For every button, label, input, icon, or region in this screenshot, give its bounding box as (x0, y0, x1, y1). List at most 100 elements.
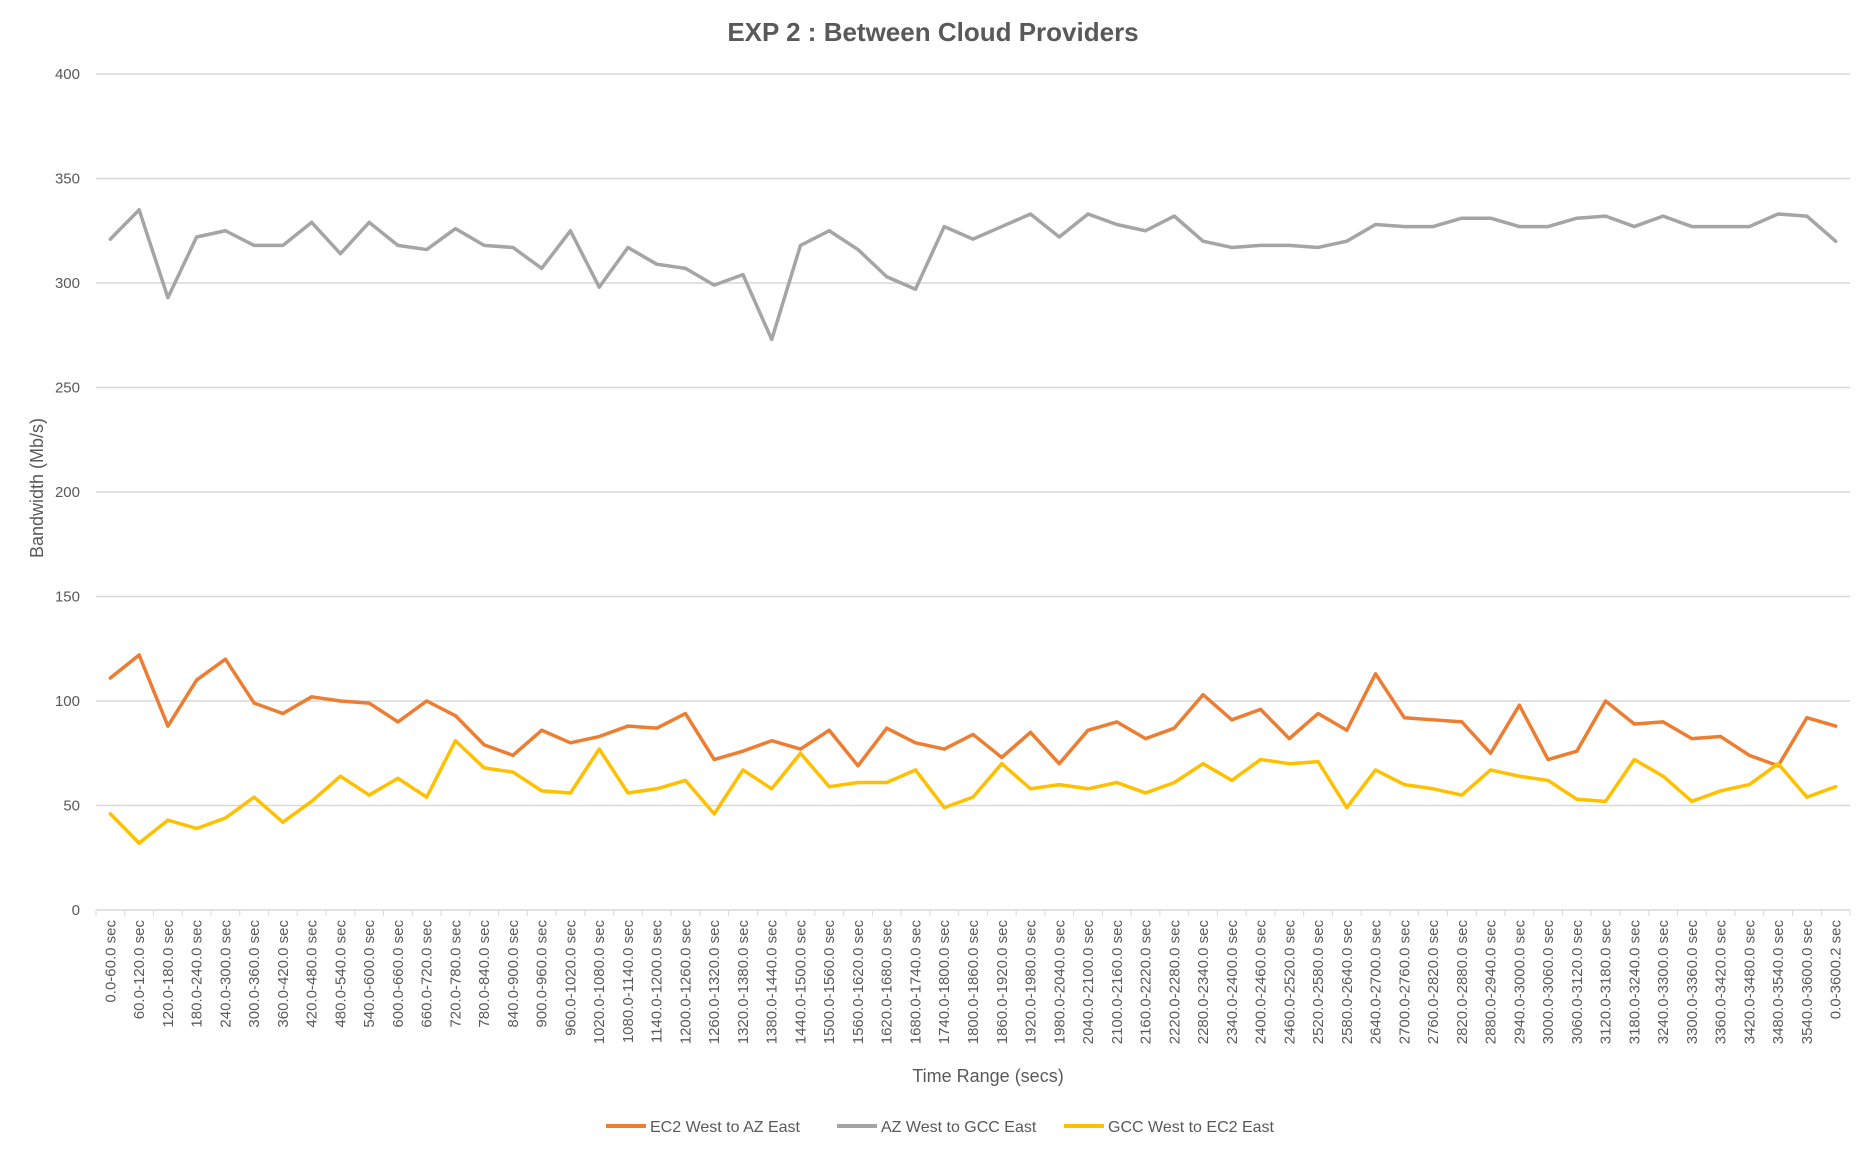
data-point (683, 778, 688, 783)
x-tick-label: 360.0-420.0 sec (275, 920, 292, 1028)
data-point (108, 812, 112, 816)
x-tick-label: 3000.0-3060.0 sec (1540, 920, 1557, 1045)
x-tick-label: 2040.0-2100.0 sec (1080, 920, 1097, 1045)
data-point (540, 728, 544, 732)
data-point (741, 273, 745, 277)
x-tick-label: 840.0-900.0 sec (505, 920, 522, 1028)
data-point (195, 678, 199, 682)
data-point (971, 237, 975, 241)
x-tick-label: 2880.0-2940.0 sec (1483, 920, 1500, 1045)
x-tick-label: 1560.0-1620.0 sec (850, 920, 867, 1045)
data-point (741, 768, 745, 772)
x-tick-label: 2220.0-2280.0 sec (1166, 920, 1183, 1045)
data-point (223, 657, 227, 661)
data-point (1345, 239, 1349, 243)
data-point (1460, 216, 1464, 220)
y-tick-label: 200 (55, 484, 80, 501)
data-point (1201, 693, 1205, 697)
data-point (1805, 795, 1809, 799)
data-point (281, 820, 285, 824)
data-point (1517, 703, 1521, 707)
data-point (396, 243, 400, 247)
y-tick-label: 150 (55, 589, 80, 606)
data-point (252, 701, 256, 705)
legend-item: EC2 West to AZ East (606, 1119, 801, 1136)
x-tick-label: 180.0-240.0 sec (189, 920, 206, 1028)
data-point (511, 753, 515, 757)
x-tick-label: 2340.0-2400.0 sec (1224, 920, 1241, 1045)
data-point (1719, 224, 1723, 229)
data-point (1661, 720, 1665, 724)
data-point (971, 732, 975, 737)
data-point (425, 247, 429, 252)
data-point (770, 739, 774, 743)
data-point (712, 812, 716, 816)
data-point (1287, 737, 1291, 741)
x-tick-label: 2820.0-2880.0 sec (1454, 920, 1471, 1045)
data-point (1028, 730, 1033, 734)
data-point (1000, 762, 1004, 766)
data-point (913, 741, 918, 745)
chart-title: EXP 2 : Between Cloud Providers (727, 17, 1138, 47)
x-tick-label: 480.0-540.0 sec (332, 920, 349, 1028)
data-point (1172, 214, 1176, 218)
y-axis: 0 50 100 150 200 250 300 350 400 (55, 66, 80, 919)
x-tick-label: 1140.0-1200.0 sec (649, 920, 666, 1044)
y-axis-title: Bandwidth (Mb/s) (27, 418, 47, 558)
x-tick-label: 1020.0-1080.0 sec (591, 920, 608, 1045)
x-tick-label: 600.0-660.0 sec (390, 920, 407, 1028)
data-point (223, 229, 227, 233)
data-point (1143, 737, 1148, 741)
data-point (597, 285, 601, 289)
data-point (137, 653, 141, 657)
data-point (1230, 778, 1234, 783)
data-point (1000, 755, 1004, 760)
data-point (1834, 724, 1838, 728)
x-tick-label: 1680.0-1740.0 sec (907, 920, 924, 1045)
data-point (798, 751, 803, 755)
data-point (770, 787, 774, 791)
legend-item: GCC West to EC2 East (1064, 1119, 1275, 1136)
data-point (856, 780, 860, 785)
data-point (1575, 216, 1579, 220)
data-point (1575, 797, 1579, 801)
data-point (223, 816, 227, 820)
data-point (827, 728, 831, 732)
data-point (798, 747, 803, 751)
data-point (1690, 224, 1694, 229)
data-point (827, 229, 831, 233)
data-point (626, 245, 630, 250)
data-point (1201, 762, 1205, 766)
data-point (367, 793, 371, 797)
data-point (1287, 762, 1291, 766)
series-line (108, 738, 1838, 845)
x-tick-label: 1200.0-1260.0 sec (677, 920, 694, 1045)
data-point (540, 789, 544, 793)
x-tick-label: 2640.0-2700.0 sec (1368, 920, 1385, 1045)
legend-label: EC2 West to AZ East (650, 1119, 801, 1136)
x-tick-label: 240.0-300.0 sec (217, 920, 234, 1028)
data-point (1517, 224, 1521, 229)
data-point (281, 243, 285, 247)
data-point (712, 283, 716, 287)
y-tick-label: 50 (63, 798, 80, 815)
data-point (396, 720, 400, 724)
data-point (655, 726, 659, 730)
data-point (1115, 780, 1119, 785)
data-point (166, 724, 170, 728)
data-point (1460, 793, 1464, 797)
data-point (195, 826, 199, 831)
data-point (568, 791, 573, 795)
series-group (108, 208, 1838, 342)
data-point (597, 734, 601, 739)
x-tick-label: 2700.0-2760.0 sec (1396, 920, 1413, 1045)
data-point (1747, 753, 1751, 757)
data-point (856, 764, 860, 768)
data-point (1373, 672, 1378, 676)
legend: EC2 West to AZ East AZ West to GCC East GC… (606, 1119, 1275, 1136)
x-axis-title: Time Range (secs) (912, 1066, 1063, 1086)
x-tick-label: 2280.0-2340.0 sec (1195, 920, 1212, 1045)
x-tick-label: 1080.0-1140.0 sec (620, 920, 637, 1044)
data-point (770, 337, 774, 342)
